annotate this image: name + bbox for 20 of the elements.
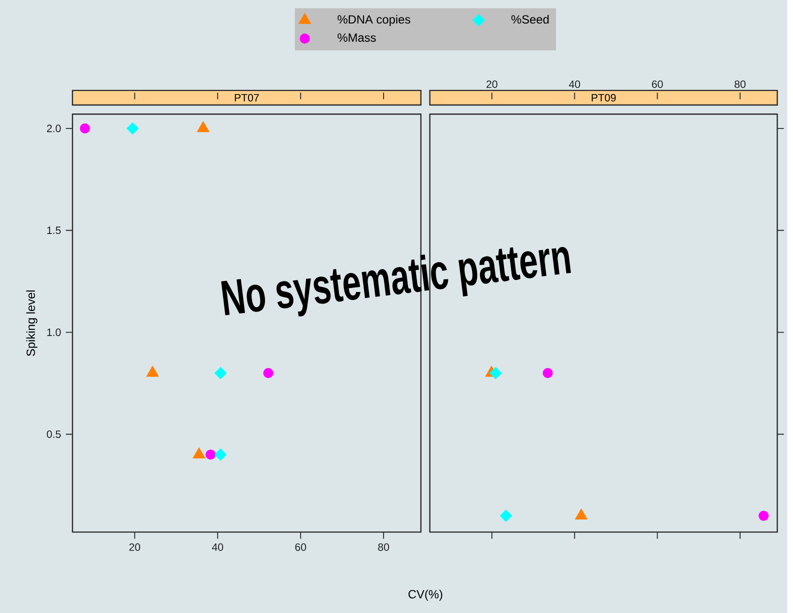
y-tick-label: 0.5 xyxy=(46,430,61,438)
x-tick-label: 40 xyxy=(212,543,224,551)
y-tick-label: 1.5 xyxy=(47,226,61,234)
legend-label: %Seed xyxy=(511,14,549,24)
y-tick-label: 2.0 xyxy=(47,124,61,132)
x-tick-label: 20 xyxy=(486,80,498,88)
legend-label: %DNA copies xyxy=(338,14,410,26)
chart-title: PT07 xyxy=(234,94,259,102)
legend-label: %Mass xyxy=(338,33,376,42)
x-axis-title: CV(%) xyxy=(408,589,442,601)
annotation: No systematic pattern xyxy=(221,246,571,316)
y-tick-label: 1.0 xyxy=(47,328,61,336)
chart-title: PT09 xyxy=(592,94,616,102)
x-tick-label: 40 xyxy=(568,80,580,88)
x-tick-label: 60 xyxy=(295,543,306,551)
y-axis-title: Spiking level xyxy=(26,290,38,356)
x-tick-label: 80 xyxy=(734,80,746,88)
x-tick-label: 80 xyxy=(378,543,390,551)
x-tick-label: 60 xyxy=(652,80,663,88)
x-tick-label: 20 xyxy=(129,543,140,551)
